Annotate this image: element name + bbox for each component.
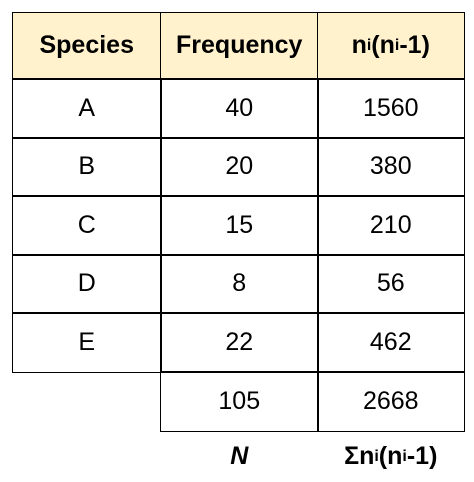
header-cell: n i (n i -1) <box>317 12 465 80</box>
table-cell: 210 <box>317 195 465 256</box>
header-cell: Frequency <box>160 12 319 80</box>
table-cell: B <box>12 137 162 197</box>
table-cell: 40 <box>160 78 319 139</box>
table-cell: 15 <box>160 195 319 256</box>
text-segment: N <box>230 442 249 471</box>
table-cell: D <box>12 254 162 314</box>
total-cell: 2668 <box>317 371 465 432</box>
footer-cell: N <box>160 430 319 482</box>
table-cell: 380 <box>317 137 465 197</box>
text-segment: -1) <box>406 442 438 471</box>
text-segment: n <box>351 31 367 60</box>
text-segment: Σn <box>344 442 375 471</box>
table-cell: 462 <box>317 312 465 373</box>
total-cell: 105 <box>160 371 319 432</box>
text-segment: (n <box>378 442 403 471</box>
table-cell: E <box>12 312 162 373</box>
header-cell: Species <box>12 12 162 80</box>
table-cell: 56 <box>317 254 465 314</box>
table-cell: 20 <box>160 137 319 197</box>
table-cell: C <box>12 195 162 256</box>
footer-cell: Σn i (n i -1) <box>344 442 438 471</box>
text-segment: Species <box>39 31 134 60</box>
table-cell: 1560 <box>317 78 465 139</box>
table-cell: 22 <box>160 312 319 373</box>
table-cell: 8 <box>160 254 319 314</box>
text-segment: (n <box>371 31 395 60</box>
table-cell: A <box>12 78 162 139</box>
text-segment: -1) <box>399 31 430 60</box>
text-segment: Frequency <box>176 31 303 60</box>
